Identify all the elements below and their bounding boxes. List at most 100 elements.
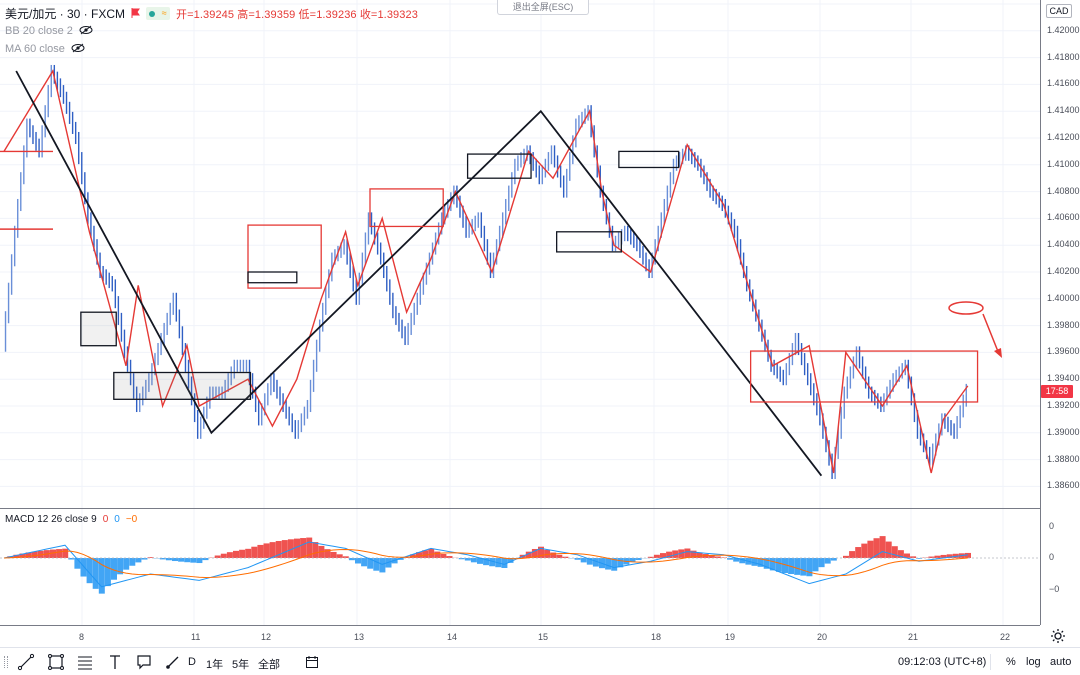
price-axis[interactable]: 1.42000 1.41800 1.41600 1.41400 1.41200 1.410…: [1040, 0, 1080, 625]
macd-histogram-bar: [769, 558, 776, 571]
macd-histogram-bar: [617, 558, 624, 568]
indicator-legend-ma: MA 60 close: [5, 42, 85, 56]
macd-histogram-bar: [31, 551, 38, 558]
macd-histogram-bar: [367, 558, 374, 569]
pane-separator[interactable]: [0, 508, 1040, 509]
percent-toggle[interactable]: %: [1006, 656, 1016, 668]
calendar-range-icon[interactable]: [302, 652, 322, 672]
macd-histogram-bar: [483, 558, 490, 566]
macd-histogram-bar: [678, 549, 685, 558]
price-tick-label: 1.39200: [1047, 400, 1080, 410]
macd-histogram-bar: [867, 540, 874, 558]
macd-tick-label: 0: [1049, 552, 1055, 562]
log-toggle[interactable]: log: [1026, 656, 1041, 668]
eye-icon[interactable]: [79, 24, 93, 38]
macd-histogram-bar: [147, 557, 154, 558]
settings-gear-icon[interactable]: [1050, 628, 1066, 649]
price-tick-label: 1.40400: [1047, 239, 1080, 250]
range-1y-button[interactable]: 1年: [206, 659, 224, 671]
macd-histogram-bar: [757, 558, 764, 567]
macd-histogram-bar: [275, 541, 282, 558]
ohlc-values: 开=1.39245 高=1.39359 低=1.39236 收=1.39323: [176, 8, 418, 21]
macd-histogram-bar: [782, 558, 788, 574]
macd-histogram-bar: [172, 558, 178, 562]
macd-histogram-bar: [300, 538, 307, 558]
macd-title[interactable]: MACD 12 26 close 9: [5, 514, 97, 525]
fib-icon[interactable]: [73, 652, 97, 672]
macd-histogram-bar: [74, 558, 81, 569]
range-d-button[interactable]: D: [188, 656, 196, 668]
time-tick-label: 11: [191, 632, 201, 642]
macd-histogram-bar: [879, 536, 886, 558]
indicator-badges[interactable]: ≈: [146, 7, 171, 20]
macd-histogram-bar: [330, 551, 337, 558]
macd-histogram-bar: [586, 558, 593, 565]
macd-histogram-bar: [477, 558, 483, 564]
range-box: [247, 224, 322, 289]
indicator-ma-label[interactable]: MA 60 close: [5, 43, 65, 55]
macd-histogram-bar: [580, 558, 587, 563]
indicator-bb-label[interactable]: BB 20 close 2: [5, 25, 73, 37]
macd-histogram-bar: [824, 558, 831, 564]
macd-histogram-bar: [574, 558, 581, 560]
macd-histogram-bar: [812, 558, 819, 572]
price-tick-label: 1.41600: [1047, 78, 1080, 89]
macd-histogram-bar: [214, 555, 221, 558]
time-tick-label: 15: [538, 632, 549, 642]
trend-line-icon[interactable]: [14, 652, 38, 672]
macd-histogram-bar: [306, 537, 313, 558]
macd-histogram-bar: [434, 551, 441, 558]
macd-histogram-bar: [934, 555, 941, 558]
exit-fullscreen-button[interactable]: 退出全屏(ESC): [497, 0, 589, 15]
time-axis[interactable]: 8 11 12 13 14 15 18 19 20 21 22: [0, 625, 1040, 647]
highlight-ellipse: [948, 301, 984, 315]
currency-badge[interactable]: CAD: [1046, 4, 1072, 18]
symbol-title[interactable]: 美元/加元 · 30 · FXCM: [5, 7, 126, 21]
brush-icon[interactable]: [161, 652, 185, 672]
macd-histogram-bar: [287, 539, 294, 558]
text-icon[interactable]: [103, 652, 127, 672]
rectangle-icon[interactable]: [44, 652, 68, 672]
macd-histogram-bar: [324, 549, 331, 558]
macd-histogram-bar: [129, 558, 136, 566]
macd-histogram-bar: [50, 549, 56, 558]
clock-label[interactable]: 09:12:03 (UTC+8): [898, 656, 987, 668]
consolidation-box: [556, 231, 622, 253]
auto-toggle[interactable]: auto: [1050, 656, 1072, 668]
eye-icon[interactable]: [71, 42, 85, 56]
time-tick-label: 8: [79, 632, 85, 642]
macd-histogram-bar: [196, 558, 203, 564]
callout-icon[interactable]: [132, 652, 156, 672]
macd-tick-label: 0: [1049, 521, 1055, 531]
flag-icon[interactable]: [131, 7, 140, 21]
macd-histogram-bar: [739, 558, 746, 564]
macd-histogram-bar: [80, 558, 87, 577]
macd-histogram-bar: [98, 558, 105, 594]
macd-histogram-bar: [910, 556, 917, 558]
macd-histogram-bar: [897, 550, 904, 558]
dot-icon: [149, 10, 156, 17]
macd-value-hist: 0: [102, 514, 109, 525]
range-all-button[interactable]: 全部: [258, 659, 280, 671]
toolbar-handle[interactable]: [4, 656, 8, 668]
signal-line: [3, 548, 968, 578]
macd-histogram-bar: [647, 556, 654, 558]
macd-histogram-bar: [165, 558, 172, 561]
macd-histogram-bar: [342, 556, 349, 558]
macd-histogram-bar: [263, 543, 270, 558]
macd-histogram-bar: [379, 558, 386, 573]
macd-histogram-bar: [251, 546, 258, 558]
time-tick-label: 12: [261, 632, 272, 642]
arrow-line: [982, 313, 1000, 355]
macd-histogram-bar: [696, 552, 703, 558]
macd-histogram-bar: [446, 556, 453, 558]
macd-histogram-bar: [141, 558, 148, 560]
macd-histogram-bar: [714, 556, 721, 558]
chart-canvas[interactable]: [0, 0, 1040, 625]
macd-histogram-bar: [806, 558, 813, 577]
range-box: [369, 188, 444, 228]
range-5y-button[interactable]: 5年: [232, 659, 250, 671]
macd-histogram-bar: [397, 558, 404, 560]
macd-histogram-bar: [904, 553, 910, 558]
macd-histogram-bar: [190, 558, 197, 563]
